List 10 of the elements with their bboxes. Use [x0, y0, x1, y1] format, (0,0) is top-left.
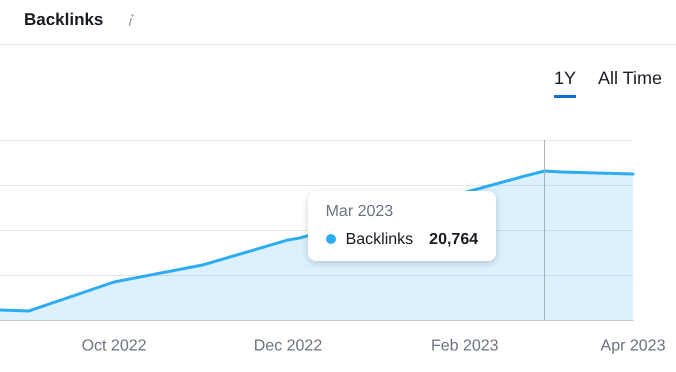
- annotation: 20,764: [429, 230, 478, 248]
- text: All Time: [598, 68, 662, 90]
- x-tick-label: Feb 2023: [430, 338, 499, 354]
- annotation: Mar 2023: [326, 202, 394, 221]
- text: 1Y: [554, 68, 576, 98]
- x-tick-label: Apr 2023: [600, 338, 666, 354]
- x-tick-label: Oct 2022: [82, 338, 147, 354]
- chart-title: Backlinks: [24, 10, 104, 30]
- legend-label: Backlinks: [346, 230, 414, 248]
- x-tick-label: Dec 2022: [254, 338, 322, 354]
